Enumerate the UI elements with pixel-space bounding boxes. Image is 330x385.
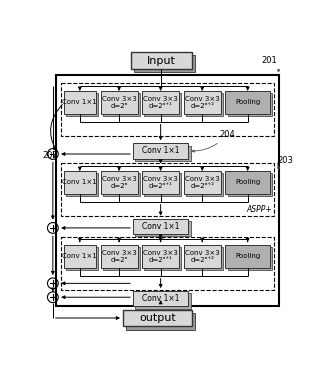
Bar — [103, 93, 140, 116]
Bar — [66, 173, 98, 196]
Text: Conv 3×3
d=2ᵃ⁺¹: Conv 3×3 d=2ᵃ⁺¹ — [143, 250, 178, 263]
Bar — [184, 91, 221, 114]
Bar — [61, 237, 274, 290]
Bar — [142, 91, 179, 114]
Bar — [145, 247, 182, 270]
Text: Conv 3×3
d=2ᵃ: Conv 3×3 d=2ᵃ — [102, 176, 136, 189]
Bar — [228, 247, 272, 270]
Text: Conv 1×1: Conv 1×1 — [62, 99, 97, 105]
Bar — [133, 291, 188, 306]
Bar — [64, 171, 96, 194]
Bar — [135, 293, 191, 309]
Bar — [225, 245, 270, 268]
Bar — [123, 310, 192, 326]
Bar — [135, 221, 191, 236]
Bar — [135, 146, 191, 161]
Text: Conv 1×1: Conv 1×1 — [142, 294, 180, 303]
Bar — [228, 173, 272, 196]
Bar — [101, 171, 138, 194]
Bar — [228, 93, 272, 116]
Bar — [101, 245, 138, 268]
Bar — [64, 245, 96, 268]
Text: Conv 3×3
d=2ᵃ: Conv 3×3 d=2ᵃ — [102, 250, 136, 263]
Bar — [133, 219, 188, 234]
Text: Pooling: Pooling — [235, 179, 260, 186]
Bar — [225, 171, 270, 194]
Bar — [186, 247, 223, 270]
Bar — [131, 52, 192, 69]
Bar — [134, 55, 195, 72]
Bar — [184, 245, 221, 268]
Text: Conv 3×3
d=2ᵃ⁺²: Conv 3×3 d=2ᵃ⁺² — [185, 96, 219, 109]
Text: Conv 1×1: Conv 1×1 — [62, 179, 97, 186]
Text: Conv 3×3
d=2ᵃ⁺²: Conv 3×3 d=2ᵃ⁺² — [185, 176, 219, 189]
Text: 201: 201 — [262, 56, 280, 72]
Text: Input: Input — [147, 56, 176, 66]
Text: Conv 1×1: Conv 1×1 — [142, 146, 180, 156]
Bar — [103, 173, 140, 196]
Text: 203: 203 — [278, 156, 294, 165]
Bar — [142, 171, 179, 194]
Text: output: output — [139, 313, 176, 323]
Text: ASPP+: ASPP+ — [247, 205, 272, 214]
Bar — [103, 247, 140, 270]
Text: 202: 202 — [43, 151, 59, 160]
Bar — [184, 171, 221, 194]
Bar — [61, 83, 274, 136]
Bar — [101, 91, 138, 114]
Bar — [56, 75, 279, 306]
Text: Conv 3×3
d=2ᵃ: Conv 3×3 d=2ᵃ — [102, 96, 136, 109]
Text: Conv 3×3
d=2ᵃ⁺²: Conv 3×3 d=2ᵃ⁺² — [185, 250, 219, 263]
Bar — [64, 91, 96, 114]
Text: Conv 3×3
d=2ᵃ⁺¹: Conv 3×3 d=2ᵃ⁺¹ — [143, 176, 178, 189]
Bar — [225, 91, 270, 114]
Bar — [186, 93, 223, 116]
Text: Conv 1×1: Conv 1×1 — [62, 253, 97, 259]
Bar — [61, 163, 274, 216]
Bar — [145, 173, 182, 196]
Text: Conv 3×3
d=2ᵃ⁺¹: Conv 3×3 d=2ᵃ⁺¹ — [143, 96, 178, 109]
Bar — [145, 93, 182, 116]
Text: Pooling: Pooling — [235, 99, 260, 105]
Text: Conv 1×1: Conv 1×1 — [142, 222, 180, 231]
Bar — [133, 143, 188, 159]
Bar — [142, 245, 179, 268]
Bar — [126, 313, 195, 330]
Text: Pooling: Pooling — [235, 253, 260, 259]
Bar — [66, 93, 98, 116]
Text: 204: 204 — [192, 130, 235, 152]
Bar — [186, 173, 223, 196]
Bar — [66, 247, 98, 270]
